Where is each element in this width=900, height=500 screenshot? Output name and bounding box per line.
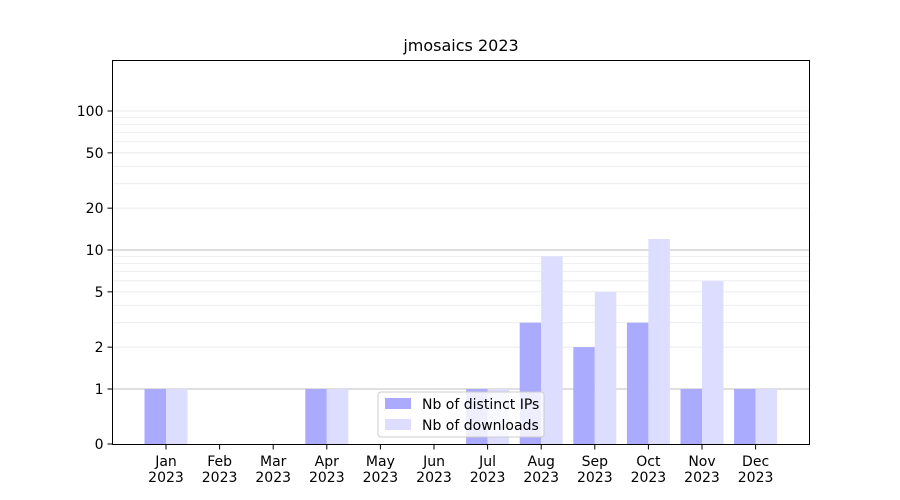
x-tick-label: Aug [528,454,555,470]
x-tick-label: 2023 [148,470,184,486]
plot-frame [112,60,810,445]
x-tick-label: 2023 [577,470,613,486]
x-tick-label: 2023 [631,470,667,486]
x-tick-label: 2023 [738,470,774,486]
grid-lines [112,110,810,390]
bar-distinct-ips [626,322,649,444]
x-tick-label: Feb [207,454,232,470]
y-tick-label: 2 [95,340,104,356]
y-tick-label: 100 [77,104,104,120]
x-tick-label: 2023 [523,470,559,486]
legend-label-downloads: Nb of downloads [422,418,539,434]
bar-downloads [702,280,724,444]
bar-distinct-ips [573,347,595,444]
x-tick-label: Jul [478,454,496,470]
x-tick-label: Mar [260,454,287,470]
x-tick-label: 2023 [684,470,720,486]
bar-distinct-ips [305,389,327,444]
x-tick-label: 2023 [416,470,452,486]
x-tick-label: 2023 [309,470,345,486]
legend-box [377,391,545,438]
legend: Nb of distinct IPs Nb of downloads [377,391,545,438]
bar-downloads [594,291,617,444]
bar-downloads [755,389,778,444]
y-tick-label: 0 [95,437,104,453]
bar-downloads [541,256,563,444]
x-tick-label: 2023 [255,470,291,486]
x-axis: Jan2023Feb2023Mar2023Apr2023May2023Jun20… [148,444,774,486]
bar-downloads [648,238,670,444]
y-tick-label: 10 [86,243,104,259]
x-tick-label: Jan [154,454,177,470]
y-tick-label: 50 [86,146,104,162]
x-tick-label: Dec [742,454,769,470]
chart-title: jmosaics 2023 [402,36,518,55]
legend-swatch-distinct-ips [385,398,411,409]
bar-distinct-ips [144,389,166,444]
bar-distinct-ips [680,389,702,444]
x-tick-label: Apr [315,454,339,470]
y-tick-label: 1 [95,382,104,398]
legend-label-distinct-ips: Nb of distinct IPs [422,397,539,413]
bar-downloads [326,389,349,444]
y-tick-label: 5 [95,285,104,301]
x-tick-label: May [366,454,395,470]
x-tick-label: Jun [422,454,445,470]
x-tick-label: 2023 [363,470,399,486]
y-tick-label: 20 [86,201,104,217]
x-tick-label: 2023 [470,470,506,486]
x-tick-label: Sep [582,454,609,470]
bar-distinct-ips [734,389,756,444]
x-tick-label: Nov [688,454,715,470]
x-tick-label: Oct [636,454,661,470]
bar-downloads [166,389,188,444]
legend-swatch-downloads [385,419,411,430]
y-axis: 0 1 2 5 10 20 50 100 [77,104,113,453]
x-tick-label: 2023 [202,470,238,486]
